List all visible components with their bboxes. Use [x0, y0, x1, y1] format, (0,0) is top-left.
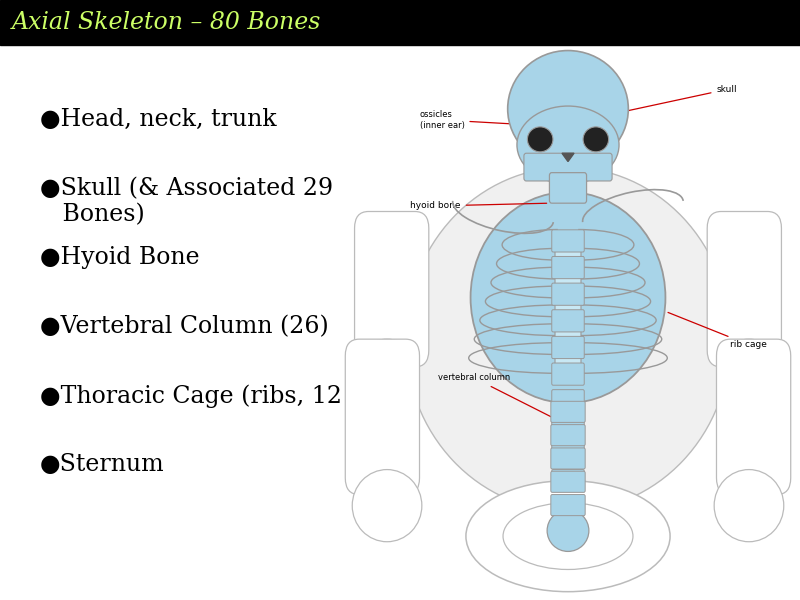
Ellipse shape	[470, 192, 666, 403]
FancyBboxPatch shape	[707, 211, 782, 367]
FancyBboxPatch shape	[552, 416, 584, 439]
Text: ●Head, neck, trunk: ●Head, neck, trunk	[40, 108, 277, 131]
FancyBboxPatch shape	[550, 173, 586, 203]
Text: Axial Skeleton – 80 Bones: Axial Skeleton – 80 Bones	[12, 11, 322, 34]
FancyBboxPatch shape	[524, 153, 612, 181]
Text: ossicles
(inner ear): ossicles (inner ear)	[419, 110, 538, 130]
Text: hyoid bone: hyoid bone	[410, 202, 546, 211]
Text: ●Skull (& Associated 29
   Bones): ●Skull (& Associated 29 Bones)	[40, 177, 333, 227]
FancyBboxPatch shape	[552, 256, 584, 278]
FancyBboxPatch shape	[552, 283, 584, 305]
Ellipse shape	[517, 106, 619, 184]
FancyBboxPatch shape	[551, 471, 585, 493]
Ellipse shape	[359, 339, 415, 383]
FancyBboxPatch shape	[346, 339, 419, 494]
FancyBboxPatch shape	[552, 310, 584, 332]
FancyBboxPatch shape	[551, 425, 585, 446]
FancyBboxPatch shape	[354, 211, 429, 367]
FancyBboxPatch shape	[551, 401, 585, 422]
FancyBboxPatch shape	[717, 339, 790, 494]
FancyBboxPatch shape	[0, 0, 800, 45]
Text: ●Hyoid Bone: ●Hyoid Bone	[40, 246, 200, 269]
FancyBboxPatch shape	[552, 337, 584, 359]
FancyBboxPatch shape	[552, 443, 584, 465]
Ellipse shape	[466, 481, 670, 592]
Ellipse shape	[721, 339, 777, 383]
Text: vertebral column: vertebral column	[438, 373, 582, 432]
Ellipse shape	[508, 50, 628, 167]
Ellipse shape	[503, 503, 633, 569]
Ellipse shape	[527, 127, 553, 152]
Polygon shape	[562, 153, 574, 161]
FancyBboxPatch shape	[551, 494, 585, 515]
Ellipse shape	[547, 510, 589, 551]
FancyBboxPatch shape	[552, 230, 584, 252]
FancyBboxPatch shape	[555, 231, 581, 381]
Ellipse shape	[583, 127, 609, 152]
Text: skull: skull	[626, 85, 737, 111]
Ellipse shape	[714, 470, 784, 542]
Text: ●Thoracic Cage (ribs, 12 pairs): ●Thoracic Cage (ribs, 12 pairs)	[40, 384, 419, 407]
FancyBboxPatch shape	[552, 389, 584, 412]
Text: rib cage: rib cage	[668, 313, 767, 349]
Text: ●Sternum: ●Sternum	[40, 453, 165, 476]
FancyBboxPatch shape	[552, 363, 584, 385]
Ellipse shape	[352, 470, 422, 542]
Text: ●Vertebral Column (26): ●Vertebral Column (26)	[40, 315, 329, 338]
Ellipse shape	[406, 167, 730, 511]
FancyBboxPatch shape	[552, 470, 584, 492]
FancyBboxPatch shape	[551, 448, 585, 469]
